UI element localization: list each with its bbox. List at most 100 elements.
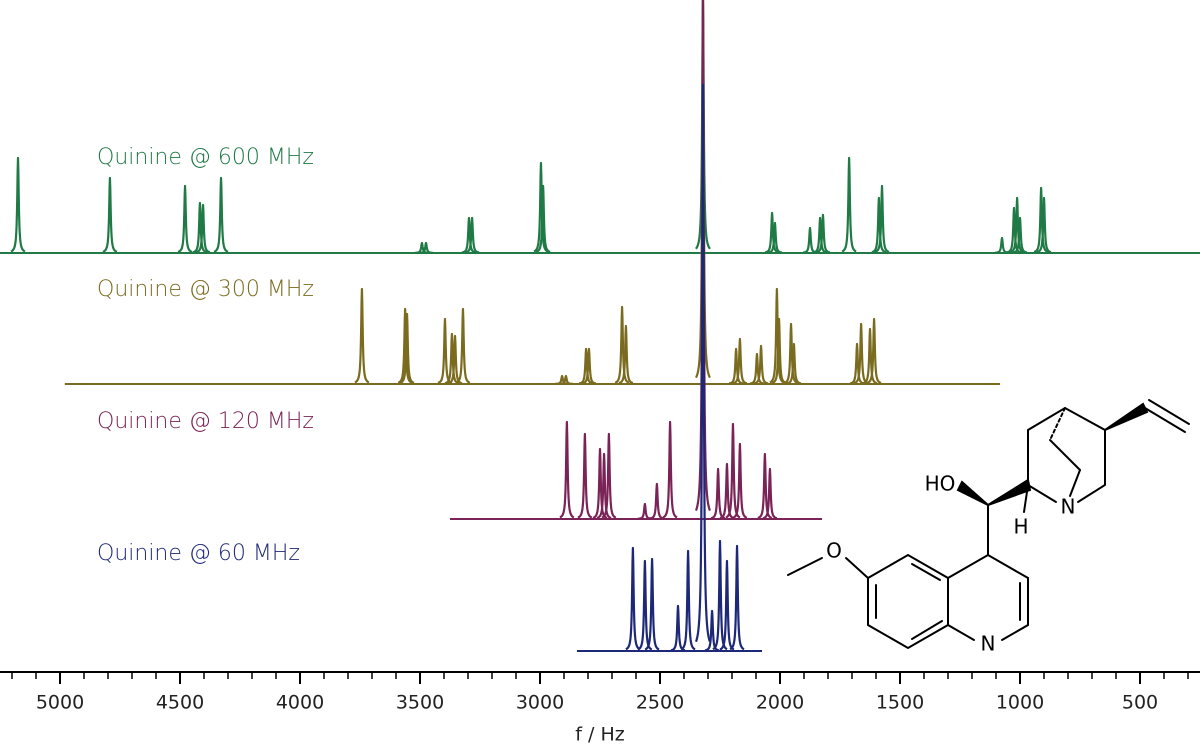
atom-label: O <box>826 539 842 563</box>
peak <box>729 544 745 651</box>
series-label: Quinine @ 120 MHz <box>97 409 314 434</box>
peak <box>802 226 818 254</box>
spectrum: Quinine @ 600 MHz <box>0 0 1200 254</box>
peak <box>753 344 769 385</box>
x-tick-label: 1500 <box>876 692 924 714</box>
bond <box>1069 469 1081 497</box>
peak <box>762 467 778 520</box>
peak <box>764 211 780 254</box>
x-tick-label: 3500 <box>396 692 444 714</box>
peak <box>862 327 878 385</box>
peak <box>769 287 785 384</box>
series-label: Quinine @ 60 MHz <box>97 541 300 566</box>
bond <box>947 624 975 641</box>
bond <box>911 620 943 640</box>
peak <box>192 201 208 254</box>
wedge <box>1104 402 1149 431</box>
peak <box>749 352 765 385</box>
x-tick-label: 5000 <box>36 692 84 714</box>
peak <box>812 216 828 254</box>
spectrum: Quinine @ 120 MHz <box>97 0 822 520</box>
x-tick-label: 4000 <box>276 692 324 714</box>
peak <box>637 559 653 651</box>
bond <box>1144 407 1186 433</box>
bond <box>911 563 941 581</box>
x-tick-label: 1000 <box>996 692 1044 714</box>
peak <box>841 156 857 253</box>
bond <box>1049 407 1066 441</box>
peak <box>719 462 735 520</box>
peak <box>195 203 211 254</box>
peak <box>710 467 726 520</box>
peak <box>712 539 728 651</box>
peak <box>786 342 802 385</box>
peak <box>1036 196 1052 254</box>
x-tick-label: 3000 <box>516 692 564 714</box>
peak <box>354 287 370 384</box>
x-tick-label: 2500 <box>636 692 684 714</box>
peak <box>637 502 653 520</box>
peak <box>461 216 477 254</box>
peak <box>10 156 26 253</box>
peak <box>694 0 711 379</box>
peak <box>694 0 711 511</box>
peak <box>670 604 686 652</box>
peak <box>399 312 415 384</box>
peak <box>849 342 865 385</box>
peak <box>783 322 799 385</box>
peak <box>725 422 741 519</box>
peak <box>559 420 575 519</box>
x-tick-label: 4500 <box>156 692 204 714</box>
spectrum: Quinine @ 300 MHz <box>64 0 1001 385</box>
molecule: HO H N N O <box>787 399 1190 656</box>
peak <box>414 241 430 254</box>
peak <box>418 241 434 254</box>
peak <box>771 317 787 384</box>
peak <box>578 347 594 385</box>
peak <box>704 609 720 652</box>
peak <box>102 176 118 253</box>
peak <box>1006 206 1022 254</box>
peak <box>601 432 617 519</box>
ring <box>867 553 949 650</box>
peak <box>757 452 773 519</box>
x-tick-label: 2000 <box>756 692 804 714</box>
peak <box>558 374 574 385</box>
peak <box>618 324 634 385</box>
peak <box>732 337 748 385</box>
x-tick-label: 500 <box>1122 692 1158 714</box>
peak <box>596 452 612 519</box>
bond <box>787 557 823 576</box>
peak <box>1033 186 1049 253</box>
peak <box>994 236 1010 254</box>
peak <box>874 184 890 253</box>
peak <box>680 549 696 651</box>
peak <box>535 184 551 253</box>
atom-label: HO <box>925 472 956 496</box>
peak <box>581 347 597 385</box>
ring <box>947 553 1029 641</box>
peak <box>815 213 831 254</box>
bond <box>1148 399 1190 425</box>
peak <box>644 557 660 651</box>
peak <box>695 0 711 250</box>
peak <box>397 307 413 384</box>
peak <box>577 432 593 519</box>
atom-label: N <box>1061 495 1076 519</box>
peak <box>213 176 229 253</box>
peak <box>649 482 665 520</box>
bond <box>845 557 869 579</box>
bond <box>1049 439 1081 471</box>
peak <box>625 546 641 651</box>
peak <box>455 307 471 384</box>
x-axis-label: f / Hz <box>575 724 624 746</box>
atom-label: H <box>1013 515 1028 539</box>
series-label: Quinine @ 600 MHz <box>97 145 314 170</box>
peak <box>1012 216 1028 254</box>
peak <box>614 305 630 384</box>
wedge <box>956 480 989 506</box>
peak <box>447 334 463 385</box>
cage <box>1027 406 1106 503</box>
peak <box>1009 196 1025 254</box>
